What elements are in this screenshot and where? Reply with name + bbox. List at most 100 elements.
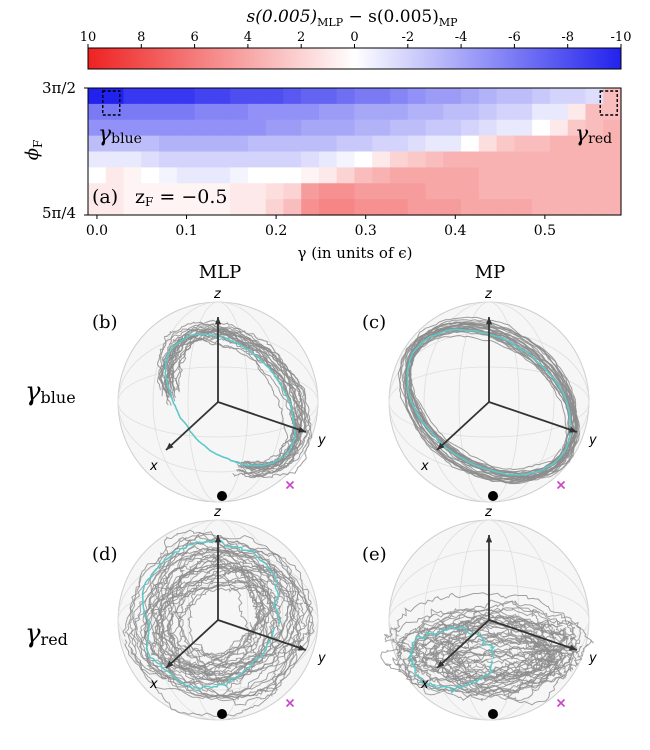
y-axis-head — [298, 644, 306, 651]
heatmap-cell — [212, 167, 231, 184]
heatmap-cell — [123, 199, 142, 216]
heatmap-cell — [336, 151, 356, 168]
heatmap-cell — [88, 167, 107, 184]
heatmap-cell — [443, 119, 462, 137]
heatmap-cell — [176, 199, 196, 216]
trajectory — [140, 535, 291, 699]
heatmap-cell — [318, 88, 338, 105]
heatmap-cell — [461, 88, 480, 105]
trajectory — [143, 579, 282, 670]
heatmap-cell — [141, 167, 160, 184]
x-axis-head — [166, 442, 174, 450]
heatmap-cell — [549, 119, 569, 137]
heatmap-cell — [301, 135, 320, 153]
heatmap-cell — [372, 88, 391, 105]
heatmap-cell — [230, 167, 249, 184]
heatmap-cell — [247, 103, 267, 121]
panel-label-e: (e) — [362, 544, 387, 565]
colorbar-tick-label: -2 — [401, 30, 414, 45]
heatmap-cell — [585, 183, 604, 200]
heatmap-cell — [425, 151, 444, 168]
x-tick-label: 0.2 — [265, 223, 287, 239]
z-axis-head — [485, 535, 493, 543]
heatmap-cell — [265, 119, 285, 137]
heatmap-cell — [549, 183, 569, 200]
x-axis-label: x — [149, 677, 158, 692]
x-axis — [165, 401, 219, 451]
heatmap-cell — [194, 135, 213, 153]
heatmap-cell — [425, 199, 444, 216]
x-axis-label: γ (in units of ϵ) — [297, 244, 412, 262]
heatmap-cell — [372, 183, 391, 200]
x-tick-label: 0.1 — [175, 223, 197, 239]
panel-label-d: (d) — [92, 544, 118, 565]
heatmap-cell — [567, 183, 587, 200]
heatmap-cell — [425, 103, 444, 121]
heatmap-cell — [301, 119, 320, 137]
heatmap-cell — [105, 199, 125, 216]
heatmap-cell — [390, 88, 409, 105]
heatmap-cell — [567, 135, 587, 153]
heatmap-cell — [425, 135, 444, 153]
heatmap-cell — [176, 103, 196, 121]
y-axis — [488, 401, 578, 433]
heatmap-cell — [141, 88, 160, 105]
trajectory — [402, 616, 558, 702]
heatmap-cell — [176, 135, 196, 153]
heatmap-cell — [461, 103, 480, 121]
z-axis-head — [214, 317, 222, 325]
heatmap-cell — [301, 103, 320, 121]
heatmap-cell — [265, 88, 285, 105]
heatmap-cell — [372, 103, 391, 121]
target-marker — [556, 480, 566, 490]
heatmap-cell — [443, 88, 462, 105]
heatmap-cell — [407, 103, 427, 121]
x-axis-head — [166, 660, 174, 668]
heatmap-cell — [212, 151, 231, 168]
heatmap-cell — [105, 183, 125, 200]
heatmap-cell — [230, 183, 249, 200]
heatmap-cell — [532, 119, 551, 137]
heatmap-cell — [265, 103, 285, 121]
heatmap-cell — [159, 103, 178, 121]
x-tick-label: 0.5 — [534, 223, 556, 239]
heatmap-cell — [336, 119, 356, 137]
heatmap-cell — [265, 199, 285, 216]
bloch-sphere-panel-d: z x y (d) — [92, 505, 326, 721]
colorbar: s(0.005)MLP − s(0.005)MP 10 8 6 4 2 0 -2 -4 -6 -8… — [80, 7, 631, 70]
x-tick-label: 0.0 — [86, 223, 108, 239]
heatmap-cell — [496, 199, 515, 216]
heatmap-cell — [514, 119, 533, 137]
heatmap-cell — [567, 88, 587, 105]
heatmap-cell — [549, 135, 569, 153]
heatmap-cell — [390, 151, 409, 168]
heatmap-cell — [123, 135, 142, 153]
heatmap-cell — [478, 119, 498, 137]
heatmap-cell — [585, 119, 604, 137]
trajectory — [177, 565, 281, 659]
heatmap-cell — [176, 167, 196, 184]
heatmap-cell — [407, 88, 427, 105]
heatmap-cell — [283, 119, 302, 137]
heatmap-cell — [212, 103, 231, 121]
heatmap-cell — [336, 103, 356, 121]
sphere-meridian — [152, 519, 284, 721]
heatmap-cell — [212, 88, 231, 105]
heatmap-cell — [283, 88, 302, 105]
heatmap-cell — [407, 167, 427, 184]
trajectory — [401, 326, 577, 475]
heatmap-cell — [123, 167, 142, 184]
heatmap-cell — [567, 119, 587, 137]
heatmap-cell — [265, 151, 285, 168]
heatmap-cell — [532, 167, 551, 184]
heatmap-cell — [176, 151, 196, 168]
heatmap-cell — [318, 199, 338, 216]
colorbar-tick-label: 10 — [80, 30, 97, 45]
heatmap-cell — [265, 183, 285, 200]
marker-box-gamma-blue — [102, 90, 121, 116]
heatmap-cell — [532, 151, 551, 168]
heatmap-cell — [585, 103, 604, 121]
target-marker — [285, 480, 295, 490]
trajectory — [128, 532, 311, 698]
